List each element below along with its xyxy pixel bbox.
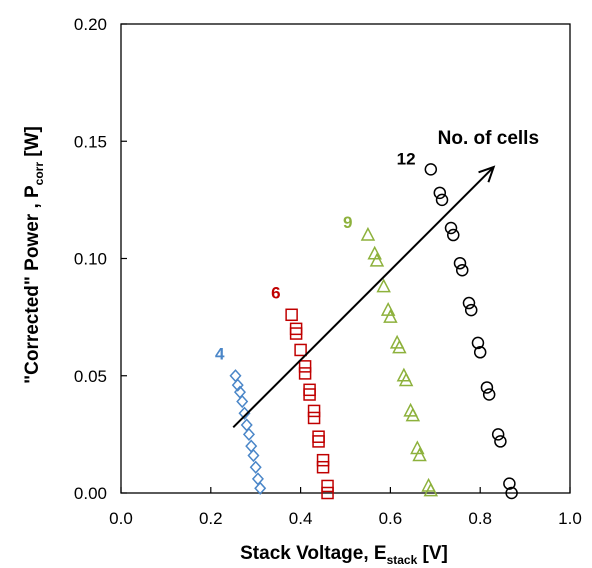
data-point	[405, 407, 421, 422]
data-point	[369, 252, 385, 267]
data-point	[462, 296, 476, 310]
data-point	[412, 447, 427, 462]
data-point	[289, 322, 303, 336]
data-point	[398, 372, 414, 387]
arrow-head	[478, 165, 496, 183]
data-point	[433, 186, 447, 200]
data-point	[242, 427, 255, 441]
y-tick-label: 0.00	[74, 484, 107, 503]
data-point	[312, 435, 325, 448]
data-point	[231, 378, 244, 392]
data-point	[455, 263, 469, 277]
arrow-line	[232, 167, 493, 429]
data-point	[453, 256, 467, 270]
data-point	[247, 448, 260, 463]
plot-area-frame	[120, 23, 571, 494]
y-axis-title-subscript: corr	[32, 162, 46, 186]
data-point	[383, 309, 398, 323]
x-tick-label: 0.6	[379, 509, 403, 528]
data-point	[435, 193, 449, 207]
data-point	[312, 430, 325, 443]
data-point	[480, 381, 494, 394]
series-label: 6	[271, 283, 280, 302]
axes: 0.0 0.2 0.4 0.6 0.8 1.0 0.00 0.05 0.10 0.15 0.20	[74, 15, 582, 528]
data-point	[298, 367, 312, 380]
series-6-cells: 6	[271, 283, 334, 500]
y-axis-title-main: "Corrected" Power , P	[22, 185, 43, 384]
series-9-cells: 9	[343, 213, 439, 497]
data-point	[392, 339, 407, 354]
annotation-group: No. of cells	[232, 128, 539, 429]
series-label: 12	[397, 150, 416, 169]
data-point	[471, 336, 485, 350]
data-point	[303, 388, 316, 401]
data-point	[289, 327, 303, 340]
series-label: 9	[343, 213, 352, 232]
y-tick-label: 0.20	[74, 15, 107, 34]
data-point	[307, 404, 321, 418]
x-tick-label: 1.0	[558, 509, 582, 528]
data-point	[505, 486, 518, 500]
data-point	[294, 343, 307, 357]
data-point	[316, 453, 330, 467]
y-tick-label: 0.05	[74, 367, 107, 386]
data-point	[473, 346, 487, 359]
x-tick-label: 0.2	[199, 509, 223, 528]
data-point	[321, 479, 334, 493]
series-group: 4 6 9 12	[215, 150, 518, 500]
data-point	[303, 383, 316, 397]
data-point	[494, 435, 507, 448]
x-axis-title-main: Stack Voltage, E	[240, 543, 386, 564]
data-point	[285, 308, 298, 322]
data-point	[444, 221, 458, 235]
x-tick-label: 0.4	[289, 509, 313, 528]
x-axis-title-subscript: stack	[387, 553, 418, 567]
data-point	[447, 228, 460, 242]
x-tick-label: 0.8	[468, 509, 492, 528]
x-tick-label: 0.0	[109, 509, 133, 528]
series-label: 4	[215, 344, 225, 363]
data-point	[360, 226, 376, 241]
data-point	[245, 439, 258, 453]
data-point	[251, 472, 264, 486]
annotation-text: No. of cells	[438, 128, 539, 149]
data-point	[464, 303, 478, 317]
data-point	[236, 394, 249, 409]
data-point	[249, 460, 262, 474]
data-point	[482, 388, 496, 401]
data-point	[423, 482, 439, 497]
data-point	[229, 369, 242, 383]
data-point	[240, 418, 253, 432]
data-point	[376, 278, 391, 293]
y-axis-title: "Corrected" Power , Pcorr [W]	[22, 126, 46, 384]
x-axis-title-unit: [V]	[417, 543, 448, 564]
series-12-cells: 12	[397, 150, 518, 500]
y-tick-label: 0.10	[74, 250, 107, 269]
data-point	[491, 428, 505, 441]
y-tick-label: 0.15	[74, 132, 107, 151]
x-axis-title: Stack Voltage, Estack [V]	[240, 543, 448, 567]
data-point	[316, 460, 330, 474]
data-point	[298, 360, 312, 373]
series-4-cells: 4	[215, 344, 267, 495]
y-axis-title-unit: [W]	[22, 126, 43, 162]
data-point	[321, 486, 334, 500]
data-point	[503, 477, 516, 490]
data-point	[424, 163, 438, 176]
data-point	[254, 481, 267, 495]
data-point	[307, 411, 321, 425]
